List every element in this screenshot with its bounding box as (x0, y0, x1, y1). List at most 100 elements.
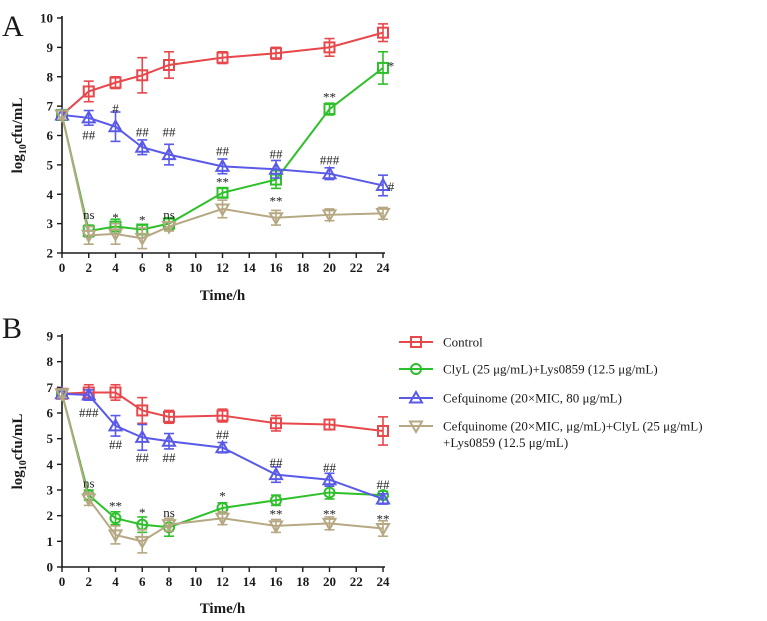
y-axis-title-sub: 10 (18, 460, 29, 470)
legend-item-control: Control (399, 335, 483, 350)
data-point-cef (107, 417, 124, 432)
x-tick-label: 8 (166, 260, 173, 275)
x-tick-label: 12 (216, 574, 229, 589)
y-tick-label: 5 (47, 157, 54, 172)
significance-label: ** (323, 506, 336, 521)
x-tick-label: 2 (86, 574, 93, 589)
significance-label: ## (163, 125, 177, 140)
x-tick-label: 16 (270, 574, 284, 589)
legend-marker-cef (408, 389, 424, 404)
data-point-cef (268, 161, 284, 175)
data-point-control (136, 404, 149, 417)
y-tick-label: 2 (47, 246, 54, 261)
significance-label: ### (79, 405, 99, 420)
series-combo (54, 388, 391, 554)
data-point-control (216, 51, 229, 64)
y-tick-label: 6 (47, 128, 54, 143)
significance-label: ## (136, 450, 150, 465)
significance-label: # (388, 179, 395, 194)
data-point-control (216, 409, 229, 422)
data-point-combo (268, 212, 284, 226)
x-tick-label: 12 (216, 260, 229, 275)
significance-label: ns (83, 476, 95, 491)
x-tick-label: 2 (86, 260, 93, 275)
data-point-cef (214, 158, 231, 172)
data-point-cef (81, 109, 97, 124)
significance-label: * (139, 505, 146, 520)
data-point-cef (214, 439, 231, 454)
y-axis-title-log: log (10, 154, 26, 174)
data-point-clyl (323, 103, 336, 116)
y-tick-label: 3 (47, 216, 54, 231)
data-point-combo (214, 512, 231, 527)
significance-label: ### (320, 152, 340, 167)
significance-label: ## (109, 437, 123, 452)
data-point-control (377, 26, 389, 39)
x-tick-label: 10 (189, 574, 202, 589)
series-combo (54, 109, 391, 250)
y-tick-label: 4 (47, 457, 54, 472)
panel-letter-a: A (2, 10, 24, 43)
significance-label: ns (163, 505, 175, 520)
data-point-combo (107, 228, 124, 242)
significance-label: ** (270, 194, 283, 209)
x-tick-label: 8 (166, 574, 173, 589)
data-point-cef (321, 471, 338, 486)
y-tick-label: 8 (47, 354, 54, 369)
significance-label: ## (216, 427, 230, 442)
y-tick-label: 4 (47, 187, 54, 202)
data-point-control (323, 418, 336, 431)
data-point-cef (321, 165, 338, 180)
x-tick-label: 10 (189, 260, 202, 275)
data-point-cef (375, 490, 391, 505)
data-point-combo (134, 535, 150, 550)
x-tick-label: 4 (112, 260, 119, 275)
y-tick-label: 6 (47, 406, 54, 421)
x-tick-label: 14 (243, 260, 257, 275)
y-axis-title-sub: 10 (18, 144, 29, 154)
data-point-combo (134, 232, 150, 247)
significance-label: ## (216, 144, 230, 159)
data-point-control (270, 47, 282, 60)
data-point-cef (161, 433, 177, 447)
x-tick-label: 6 (139, 574, 146, 589)
x-axis-title: Time/h (200, 601, 246, 617)
y-axis-title-unit: cfu/mL (10, 98, 26, 145)
series-control (56, 23, 389, 121)
y-axis-title: log10cfu/mL (10, 414, 29, 490)
significance-label: ** (216, 175, 229, 190)
y-axis-title-log: log (10, 470, 26, 490)
significance-label: ## (82, 128, 96, 143)
significance-label: * (219, 488, 226, 503)
y-tick-label: 1 (47, 534, 54, 549)
data-point-cef (134, 429, 150, 443)
y-tick-label: 2 (47, 508, 54, 523)
data-point-control (109, 386, 122, 399)
y-tick-label: 7 (47, 380, 54, 395)
data-point-combo (268, 520, 284, 534)
significance-label: ## (377, 477, 391, 492)
x-tick-label: 18 (296, 260, 310, 275)
data-point-clyl (109, 512, 122, 525)
data-point-clyl (216, 186, 229, 199)
significance-label: ## (270, 455, 284, 470)
data-point-combo (81, 229, 97, 244)
legend-label: Control (443, 335, 483, 350)
legend-marker-combo (408, 420, 424, 435)
data-point-cef (268, 466, 284, 481)
significance-label: ** (270, 506, 283, 521)
data-point-combo (321, 517, 338, 532)
data-point-control (163, 410, 175, 423)
data-point-combo (161, 519, 177, 533)
significance-label: ns (163, 207, 175, 222)
y-axis-title: log10cfu/mL (10, 98, 29, 174)
x-tick-label: 0 (59, 574, 66, 589)
legend: Control ClyL (25 μg/mL)+Lys0859 (12.5 μg/… (399, 335, 703, 450)
y-tick-label: 3 (47, 483, 54, 498)
data-point-control (109, 76, 122, 89)
y-tick-label: 7 (47, 99, 54, 114)
legend-marker-control (410, 336, 422, 348)
legend-label: Cefquinome (20×MIC, 80 μg/mL) (443, 391, 622, 406)
